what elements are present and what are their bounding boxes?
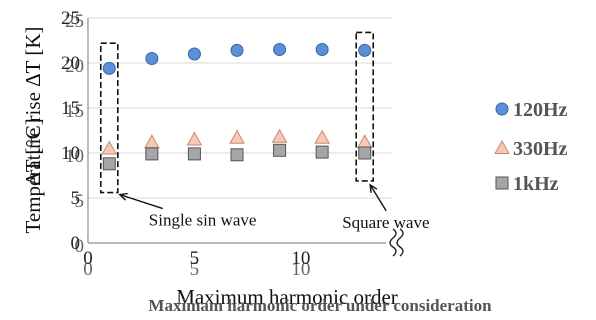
y-tick-label: 10 <box>61 143 80 164</box>
legend: 120Hz 330Hz 1kHz <box>494 99 568 195</box>
tick-labels: 0 5 10 15 20 25 0 5 10 <box>61 8 310 269</box>
x-tick-label-overlay: 0 <box>83 259 93 280</box>
data-point-330hz <box>144 134 160 149</box>
axis-break-icon <box>389 228 404 257</box>
x-tick-label-overlay: 10 <box>291 259 310 280</box>
data-point-1khz <box>145 147 159 161</box>
data-marks <box>101 43 373 171</box>
axes <box>87 18 386 244</box>
y-tick-label-overlay: 25 <box>65 11 84 32</box>
y-tick-label-overlay: 0 <box>75 236 85 257</box>
grid-lines <box>88 17 392 199</box>
data-point-330hz <box>101 140 118 155</box>
axis-break-line <box>389 228 397 257</box>
annotation-label: Square wave <box>342 213 429 232</box>
x-tick-label: 0 <box>83 248 93 269</box>
axis-break-line <box>396 228 404 257</box>
annotation-arrow-shaft <box>119 193 163 210</box>
y-tick-label: 20 <box>61 53 80 74</box>
data-point-330hz <box>229 129 245 144</box>
legend-marker-120hz <box>495 102 509 116</box>
annotation-arrow-shaft <box>369 184 387 212</box>
data-point-120hz <box>273 43 287 56</box>
legend-marker-330hz <box>494 139 510 154</box>
y-tick-label-overlay: 10 <box>65 146 84 167</box>
y-axis-title: Temperature rise ΔT [K] <box>21 27 45 234</box>
data-point-1khz <box>358 146 372 160</box>
x-tick-label: 10 <box>291 248 310 269</box>
data-point-1khz <box>187 147 201 161</box>
x-tick-label-overlay: 5 <box>190 259 200 280</box>
data-point-120hz <box>315 43 329 56</box>
legend-label: 330Hz <box>513 138 568 160</box>
y-tick-label-overlay: 15 <box>65 101 84 122</box>
annotation-box <box>99 42 119 194</box>
y-tick-label: 0 <box>71 233 81 254</box>
x-axis-title-overlay: Maximam harmonic order under considerati… <box>148 296 492 315</box>
y-tick-label-overlay: 5 <box>75 191 85 212</box>
data-point-120hz <box>230 43 244 57</box>
data-point-1khz <box>273 143 287 157</box>
data-point-1khz <box>102 157 116 171</box>
legend-marker-1khz <box>495 176 509 190</box>
annotation-box <box>355 31 375 182</box>
y-tick-label: 25 <box>61 8 80 29</box>
data-point-330hz <box>186 131 203 146</box>
legend-label: 120Hz <box>513 99 568 121</box>
data-point-330hz <box>356 134 373 149</box>
annotation-arrow-head <box>118 192 128 201</box>
data-point-1khz <box>315 145 329 159</box>
y-tick-label: 5 <box>71 188 81 209</box>
data-point-1khz <box>230 148 244 162</box>
overlay-tick-labels: 0 5 10 15 20 25 0 5 10 <box>65 11 310 280</box>
data-point-330hz <box>314 129 330 144</box>
data-point-120hz <box>358 43 372 57</box>
annotation-arrow-head <box>369 183 378 193</box>
data-point-120hz <box>187 47 201 61</box>
y-tick-label: 15 <box>61 98 80 119</box>
x-tick-label: 5 <box>190 248 200 269</box>
x-axis-title: Maximum harmonic order <box>176 285 398 309</box>
legend-label: 1kHz <box>513 173 559 195</box>
data-point-120hz <box>102 61 116 75</box>
annotation-label: Single sin wave <box>149 211 257 230</box>
data-point-330hz <box>271 128 288 143</box>
y-tick-label-overlay: 20 <box>65 56 84 77</box>
annotation-boxes: Single sin wave Square wave <box>99 31 430 232</box>
data-point-120hz <box>145 52 159 65</box>
y-axis-title-overlay: ΔT [°C] <box>21 118 45 186</box>
